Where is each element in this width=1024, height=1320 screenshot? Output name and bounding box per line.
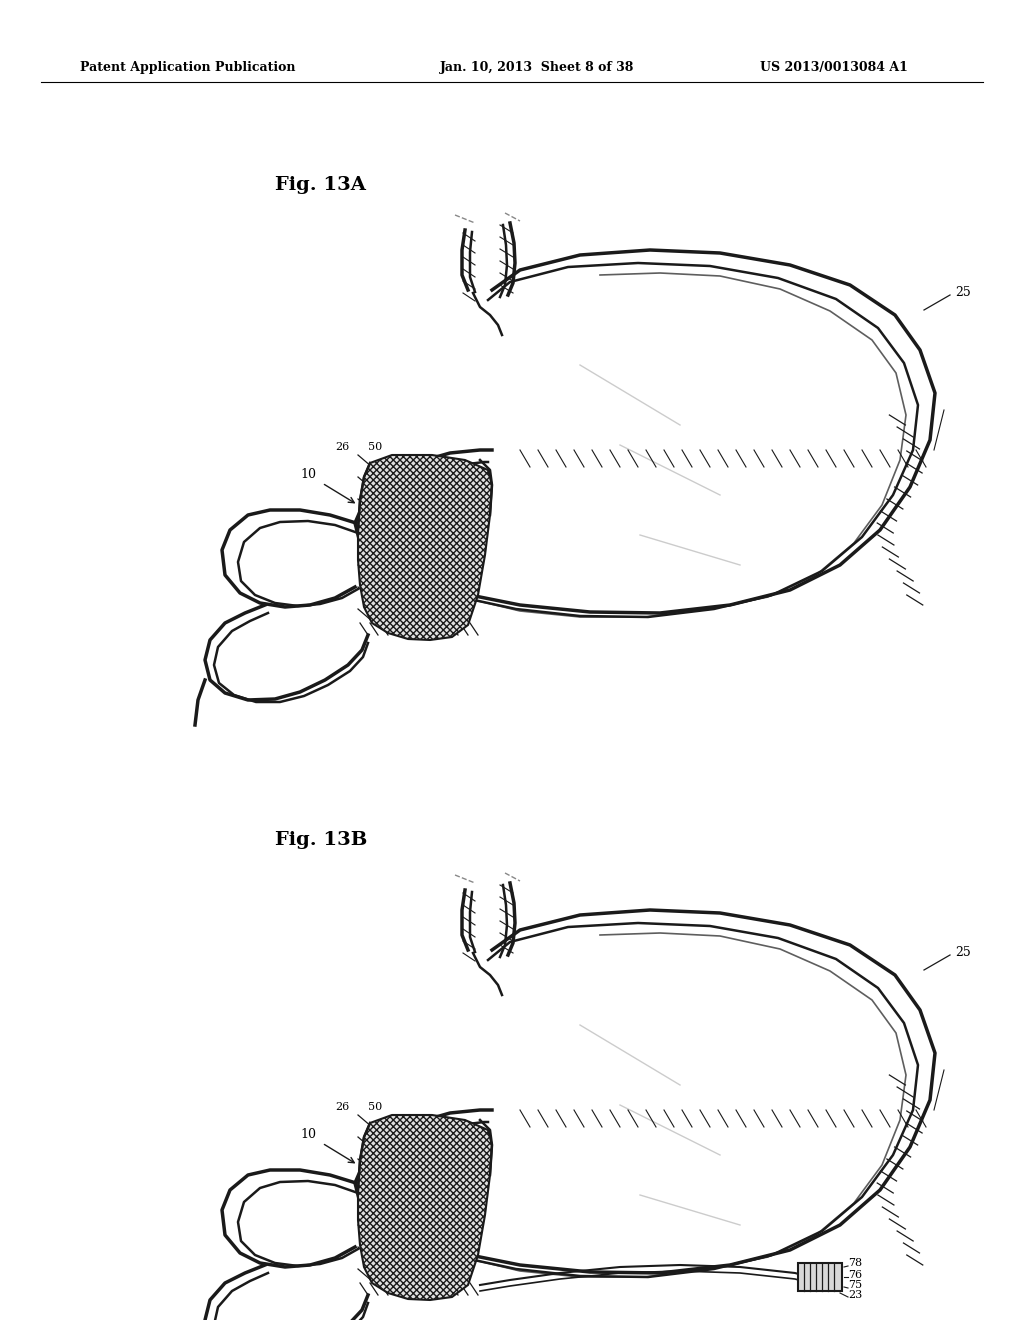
Text: Jan. 10, 2013  Sheet 8 of 38: Jan. 10, 2013 Sheet 8 of 38 xyxy=(440,62,635,74)
Text: 25: 25 xyxy=(955,286,971,300)
Text: Patent Application Publication: Patent Application Publication xyxy=(80,62,296,74)
Text: 10: 10 xyxy=(300,469,316,482)
Text: Fig. 13B: Fig. 13B xyxy=(275,832,368,849)
Text: 75: 75 xyxy=(848,1280,862,1290)
Text: Fig. 13A: Fig. 13A xyxy=(275,176,366,194)
Text: 50: 50 xyxy=(368,1102,382,1111)
Text: 23: 23 xyxy=(848,1290,862,1300)
Text: 25: 25 xyxy=(955,946,971,960)
Text: US 2013/0013084 A1: US 2013/0013084 A1 xyxy=(760,62,908,74)
Polygon shape xyxy=(358,455,492,640)
Text: 10: 10 xyxy=(300,1129,316,1142)
Text: 26: 26 xyxy=(336,442,350,451)
Text: 76: 76 xyxy=(848,1270,862,1280)
Polygon shape xyxy=(358,1115,492,1300)
Text: 26: 26 xyxy=(336,1102,350,1111)
Text: 50: 50 xyxy=(368,442,382,451)
Text: 78: 78 xyxy=(848,1258,862,1269)
Bar xyxy=(798,1263,842,1291)
